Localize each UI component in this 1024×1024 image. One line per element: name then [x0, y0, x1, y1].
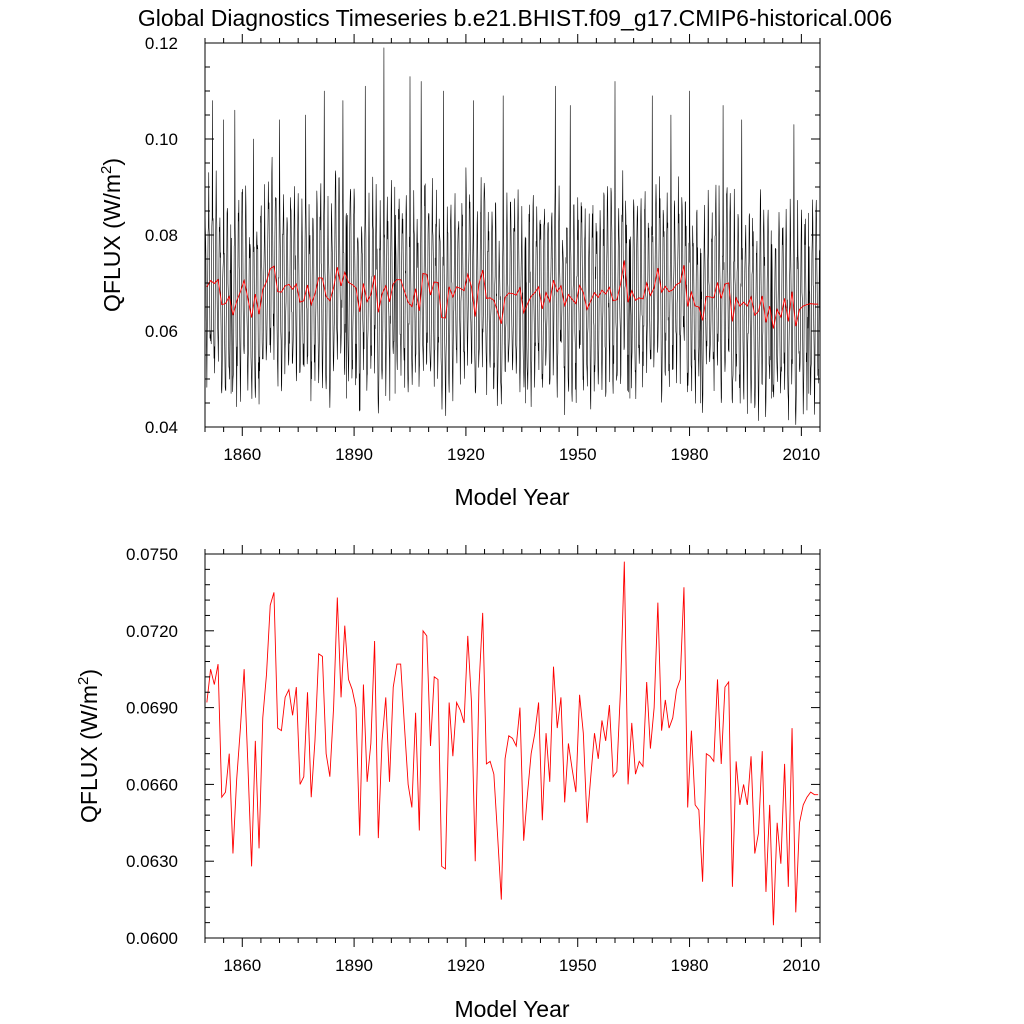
bottom-xtick-label: 2010 — [782, 956, 820, 975]
bottom-y-axis-label: QFLUX (W/m2) — [75, 669, 102, 823]
top-xtick-label: 1860 — [223, 445, 261, 464]
bottom-y-label-main: QFLUX (W/m — [76, 685, 102, 823]
top-x-axis-label: Model Year — [454, 484, 569, 510]
bottom-ytick-label: 0.0720 — [126, 622, 178, 641]
top-xtick-label: 1890 — [335, 445, 373, 464]
top-panel: 1860 1890 1920 1950 1980 2010 0.04 0.06 0.08 0.10… — [98, 34, 821, 510]
bottom-ytick-label: 0.0630 — [126, 852, 178, 871]
top-y-axis-label: QFLUX (W/m2) — [98, 158, 125, 312]
top-y-label-main: QFLUX (W/m — [99, 174, 125, 312]
figure-title: Global Diagnostics Timeseries b.e21.BHIS… — [138, 5, 892, 31]
bottom-xtick-label: 1920 — [447, 956, 485, 975]
bottom-plot-frame — [204, 553, 821, 939]
top-annual-series-line — [206, 260, 819, 329]
top-monthly-series-line — [204, 47, 820, 425]
top-ytick-label: 0.10 — [145, 130, 178, 149]
bottom-panel-ticks: 1860 1890 1920 1950 1980 2010 0.0600 0.0630 0.06… — [126, 545, 821, 975]
bottom-xtick-label: 1890 — [335, 956, 373, 975]
bottom-y-label-close: ) — [76, 669, 102, 677]
bottom-annual-series-line — [206, 561, 819, 926]
bottom-ytick-label: 0.0750 — [126, 545, 178, 564]
bottom-xtick-label: 1860 — [223, 956, 261, 975]
bottom-xtick-label: 1950 — [559, 956, 597, 975]
bottom-panel: 1860 1890 1920 1950 1980 2010 0.0600 0.0630 0.06… — [75, 545, 821, 1022]
top-y-label-sup: 2 — [98, 166, 115, 174]
top-panel-series — [204, 47, 820, 425]
top-panel-ticks: 1860 1890 1920 1950 1980 2010 0.04 0.06 0.08 0.10… — [145, 34, 821, 464]
top-xtick-label: 2010 — [782, 445, 820, 464]
top-y-label-close: ) — [99, 158, 125, 166]
top-xtick-label: 1950 — [559, 445, 597, 464]
bottom-x-axis-label: Model Year — [454, 996, 569, 1022]
top-xtick-label: 1920 — [447, 445, 485, 464]
bottom-ytick-label: 0.0690 — [126, 699, 178, 718]
bottom-panel-series — [206, 561, 819, 926]
top-ytick-label: 0.04 — [145, 418, 178, 437]
bottom-xtick-label: 1980 — [671, 956, 709, 975]
bottom-y-label-sup: 2 — [75, 677, 92, 685]
bottom-ytick-label: 0.0660 — [126, 775, 178, 794]
top-ytick-label: 0.12 — [145, 34, 178, 53]
top-ytick-label: 0.06 — [145, 322, 178, 341]
top-ytick-label: 0.08 — [145, 226, 178, 245]
bottom-ytick-label: 0.0600 — [126, 929, 178, 948]
top-xtick-label: 1980 — [671, 445, 709, 464]
